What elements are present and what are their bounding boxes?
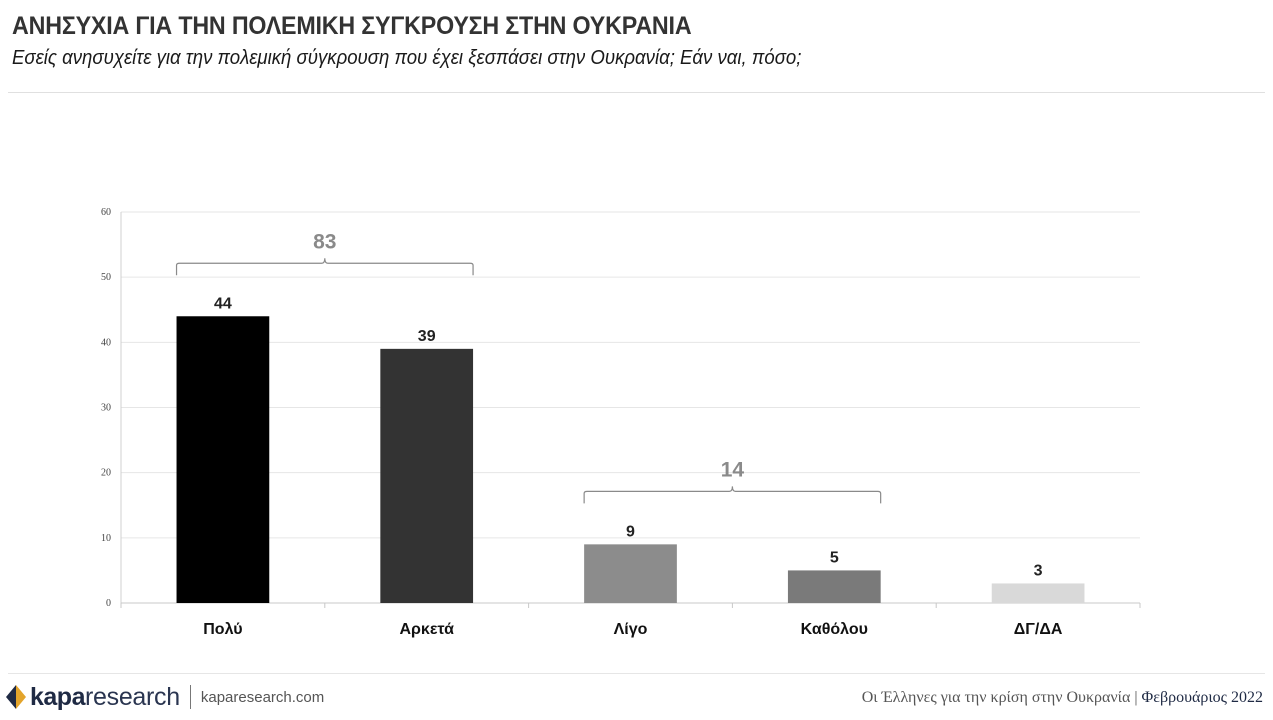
footer-brand: kapa research kaparesearch.com [4, 682, 324, 712]
header-divider [8, 92, 1265, 93]
report-separator: | [1134, 689, 1138, 706]
bar-value-label: 5 [830, 549, 839, 566]
bar [584, 544, 677, 603]
bracket [175, 258, 474, 276]
x-category-label: Καθόλου [801, 621, 868, 638]
y-tick-label: 40 [101, 337, 111, 348]
x-category-label: ΔΓ/ΔΑ [1014, 621, 1063, 638]
y-tick-label: 30 [101, 403, 111, 414]
brand-name-light: research [84, 682, 180, 711]
x-category-label: Λίγο [614, 621, 648, 638]
report-info: Οι Έλληνες για την κρίση στην Ουκρανία | Φ… [862, 689, 1263, 707]
bar [787, 570, 881, 603]
bracket-total-label: 14 [721, 458, 745, 481]
bar [176, 316, 270, 603]
x-category-label: Πολύ [203, 621, 242, 638]
y-tick-label: 20 [101, 468, 111, 479]
report-date: Φεβρουάριος 2022 [1141, 689, 1263, 706]
bracket [583, 486, 882, 504]
kapa-logo-icon [6, 685, 26, 709]
bar [380, 348, 474, 603]
report-title: Οι Έλληνες για την κρίση στην Ουκρανία [861, 689, 1131, 706]
bar-value-label: 3 [1034, 562, 1043, 579]
y-tick-label: 50 [101, 272, 111, 283]
bracket-total-label: 83 [313, 230, 336, 253]
bar-value-label: 39 [418, 328, 436, 345]
y-tick-label: 10 [101, 533, 111, 544]
x-category-label: Αρκετά [399, 621, 454, 638]
bar-value-label: 44 [214, 295, 232, 312]
bar-value-label: 9 [626, 523, 635, 540]
y-tick-label: 0 [106, 598, 111, 609]
footer-divider [8, 673, 1265, 674]
page-title: ΑΝΗΣΥΧΙΑ ΓΙΑ ΤΗΝ ΠΟΛΕΜΙΚΗ ΣΥΓΚΡΟΥΣΗ ΣΤΗΝ… [12, 12, 692, 40]
page-subtitle: Εσείς ανησυχείτε για την πολεμική σύγκρο… [12, 47, 802, 69]
bar [991, 583, 1085, 603]
brand-name: kapa research [30, 683, 180, 712]
brand-name-bold: kapa [30, 682, 85, 711]
website-link[interactable]: kaparesearch.com [200, 688, 325, 706]
brand-separator [189, 685, 191, 709]
y-tick-label: 60 [101, 207, 111, 218]
